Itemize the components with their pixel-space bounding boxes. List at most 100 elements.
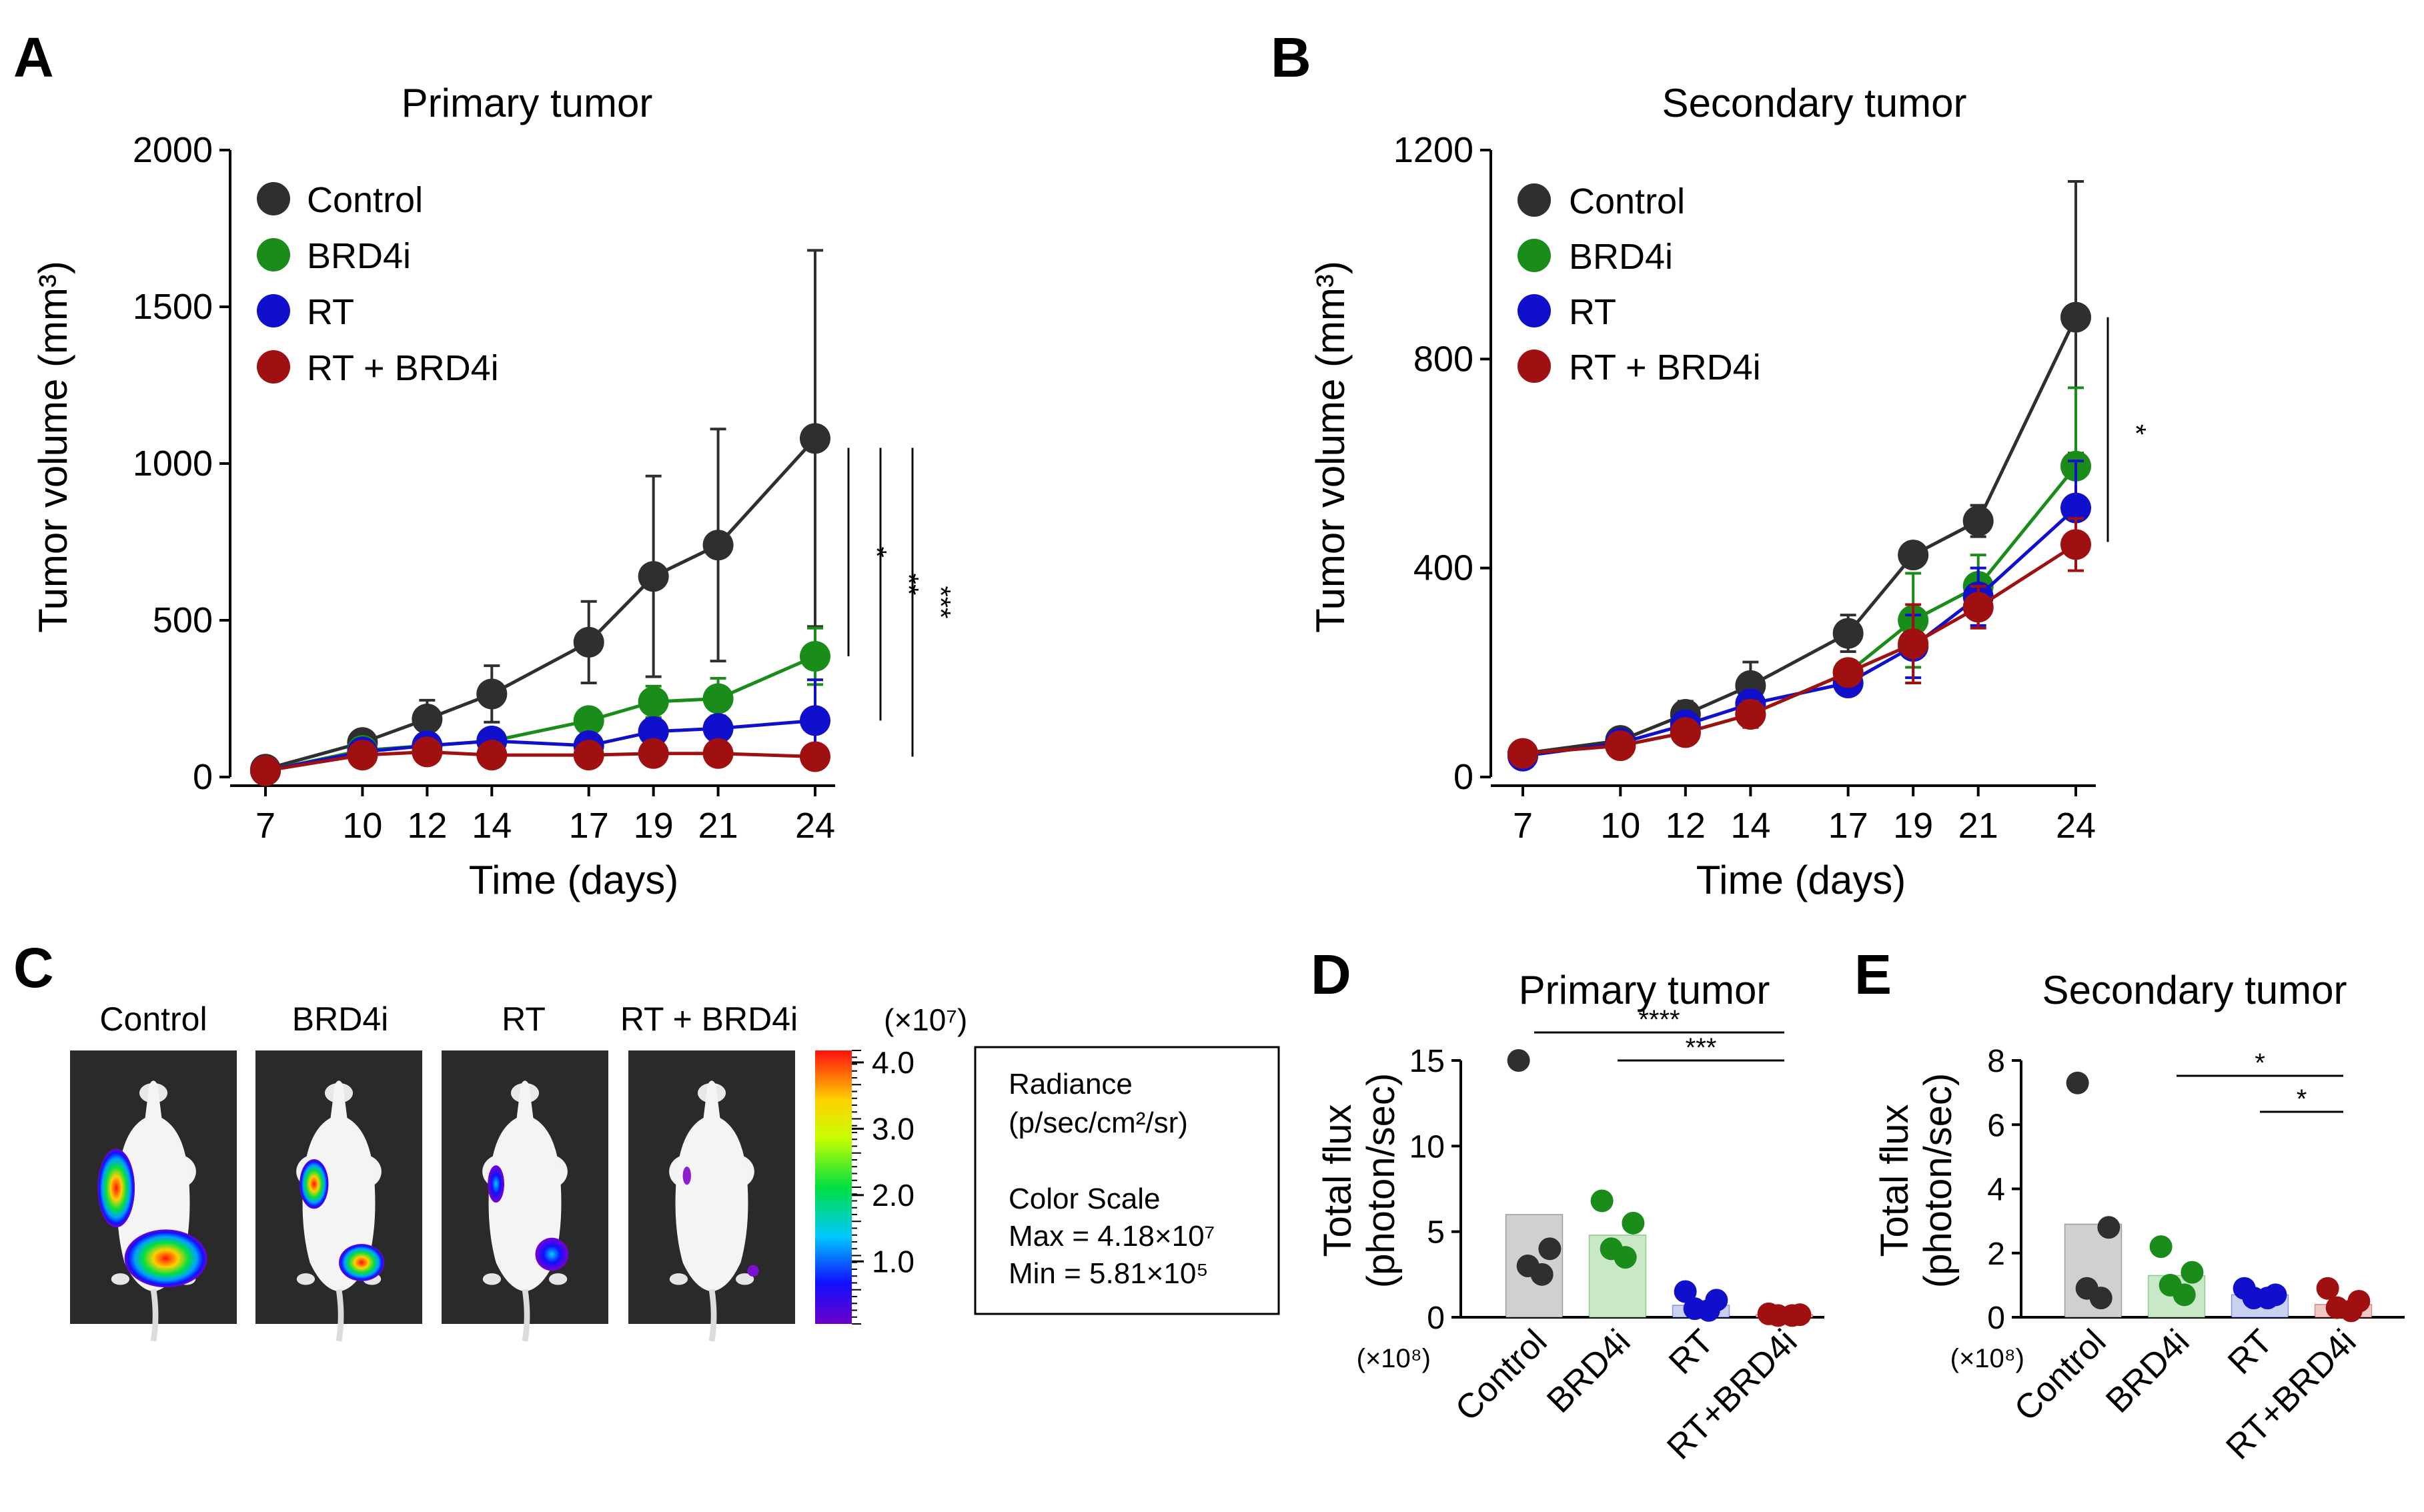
data-point-rt — [1674, 1280, 1697, 1303]
chart-d-ylabel-2: (photon/sec) — [1359, 1073, 1403, 1288]
chart-e-marks: ** — [2064, 1048, 2373, 1323]
x-tick-label: 17 — [1828, 806, 1868, 846]
legend-b-marker-rt-brd4i — [1518, 349, 1551, 383]
data-point-brd4i — [2173, 1283, 2196, 1307]
y-tick-label: 1200 — [1393, 130, 1473, 170]
legend-a-label-rt: RT — [307, 292, 354, 332]
chart-e-ylabel-2: (photon/sec) — [1916, 1073, 1960, 1288]
data-point-control — [1538, 1237, 1562, 1261]
data-point-control — [2089, 1287, 2112, 1310]
x-tick-label: 24 — [2056, 806, 2096, 846]
y-tick-label: 2000 — [133, 130, 213, 170]
x-tick-label: 12 — [1666, 806, 1706, 846]
data-point-rt-brd4i — [1507, 738, 1538, 769]
data-point-control — [1832, 618, 1864, 649]
mouse-icon-brd4i — [296, 1080, 385, 1341]
data-point-rt-brd4i — [2316, 1277, 2339, 1300]
chart-d-marks: ******* — [1505, 1005, 1814, 1327]
data-point-control — [476, 678, 508, 710]
x-tick-label: 21 — [698, 806, 738, 846]
x-tick-label: 14 — [1730, 806, 1770, 846]
data-point-rt-brd4i — [1832, 657, 1864, 688]
significance-label: *** — [1686, 1033, 1717, 1062]
y-tick-label: 0 — [1987, 1301, 2005, 1336]
data-point-rt-brd4i — [638, 738, 669, 769]
legend-b-label-control: Control — [1569, 181, 1685, 221]
chart-a-legend: Control BRD4i RT RT + BRD4i — [257, 180, 499, 388]
data-point-rt-brd4i — [800, 741, 830, 772]
chart-e-title: Secondary tumor — [2042, 968, 2347, 1012]
data-point-rt — [2256, 1287, 2279, 1310]
y-tick-label: 400 — [1413, 548, 1473, 588]
chart-d-ylabel-1: Total flux — [1316, 1104, 1359, 1257]
colorbar-tick-label: 2.0 — [872, 1178, 915, 1213]
chart-b-xlabel: Time (days) — [1696, 858, 1906, 902]
x-tick-label: 17 — [569, 806, 609, 846]
legend-a-label-rt-brd4i: RT + BRD4i — [307, 348, 499, 388]
x-tick-label: RT — [2221, 1322, 2280, 1381]
data-point-control — [1530, 1263, 1554, 1286]
chart-e-secondary-tumor-flux: Secondary tumor Total flux (photon/sec) … — [1873, 968, 2405, 1467]
chart-a-axes: 0 500 1000 1500 2000 7 10 12 14 17 19 21 24 — [133, 130, 835, 846]
colorbar-tick-label: 1.0 — [872, 1244, 915, 1279]
x-tick-label: 7 — [255, 806, 275, 846]
chart-e-multiplier: (×10⁸) — [1950, 1344, 2024, 1373]
x-tick-label: BRD4i — [2098, 1322, 2197, 1420]
chart-d-multiplier: (×10⁸) — [1357, 1344, 1431, 1373]
y-tick-label: 2 — [1987, 1237, 2005, 1272]
x-tick-label: Control — [1448, 1322, 1555, 1429]
colorbar-tick-label: 3.0 — [872, 1111, 915, 1146]
data-point-brd4i — [702, 683, 734, 714]
series-line-rt — [1522, 506, 2077, 758]
chart-b-axes: 0 400 800 1200 7 10 12 14 17 19 21 24 — [1393, 130, 2096, 846]
data-point-rt — [1697, 1299, 1720, 1322]
y-tick-label: 8 — [1987, 1044, 2005, 1079]
panel-c-label-control: Control — [99, 1000, 207, 1038]
info-box — [974, 1046, 1280, 1315]
chart-a-xlabel: Time (days) — [469, 858, 678, 902]
legend-b-label-rt: RT — [1569, 292, 1616, 332]
y-tick-label: 5 — [1427, 1215, 1445, 1251]
chart-a-title: Primary tumor — [402, 81, 653, 125]
data-point-brd4i — [573, 705, 604, 736]
x-tick-label: 24 — [795, 806, 835, 846]
data-point-brd4i — [1614, 1246, 1637, 1269]
panel-c-label-rt: RT — [502, 1000, 546, 1038]
data-point-control — [412, 704, 443, 735]
data-point-rt — [702, 713, 734, 744]
data-point-rt — [638, 716, 669, 747]
series-line-rt-brd4i — [1522, 543, 2077, 756]
data-point-control — [1898, 540, 1929, 571]
legend-a-label-brd4i: BRD4i — [307, 236, 411, 276]
x-tick-label: 12 — [407, 806, 447, 846]
y-tick-label: 6 — [1987, 1108, 2005, 1143]
chart-e-ylabel-1: Total flux — [1873, 1104, 1916, 1257]
panel-label-d: D — [1311, 943, 1351, 1006]
chart-b-marks: * — [1507, 180, 2152, 772]
data-point-rt-brd4i — [347, 740, 378, 771]
data-point-brd4i — [1590, 1189, 1614, 1213]
chart-d-title: Primary tumor — [1519, 968, 1770, 1012]
y-tick-label: 0 — [193, 757, 213, 797]
x-tick-label: 21 — [1958, 806, 1998, 846]
y-tick-label: 1000 — [133, 444, 213, 484]
y-tick-label: 0 — [1453, 757, 1473, 797]
colorbar-unit: (×10⁷) — [884, 1002, 967, 1037]
panel-c-label-rt-brd4i: RT + BRD4i — [620, 1000, 798, 1038]
data-point-rt-brd4i — [1670, 717, 1701, 748]
colorbar-ticks: 4.0 3.0 2.0 1.0 — [852, 1045, 915, 1325]
info-max: Max = 4.18×10⁷ — [1009, 1220, 1215, 1253]
series-line-control — [265, 437, 816, 771]
colorbar-tick-label: 4.0 — [872, 1045, 915, 1080]
x-tick-label: RT — [1662, 1322, 1721, 1381]
data-point-control — [2066, 1071, 2089, 1094]
chart-b-title: Secondary tumor — [1662, 81, 1967, 125]
data-point-brd4i — [2149, 1235, 2173, 1259]
data-point-brd4i — [800, 641, 830, 672]
x-tick-label: 10 — [1600, 806, 1640, 846]
data-point-control — [573, 626, 604, 658]
panel-c-imaging: Control BRD4i RT RT + BRD4i — [70, 1000, 1280, 1341]
data-point-control — [2097, 1216, 2120, 1239]
panel-label-c: C — [13, 936, 54, 999]
